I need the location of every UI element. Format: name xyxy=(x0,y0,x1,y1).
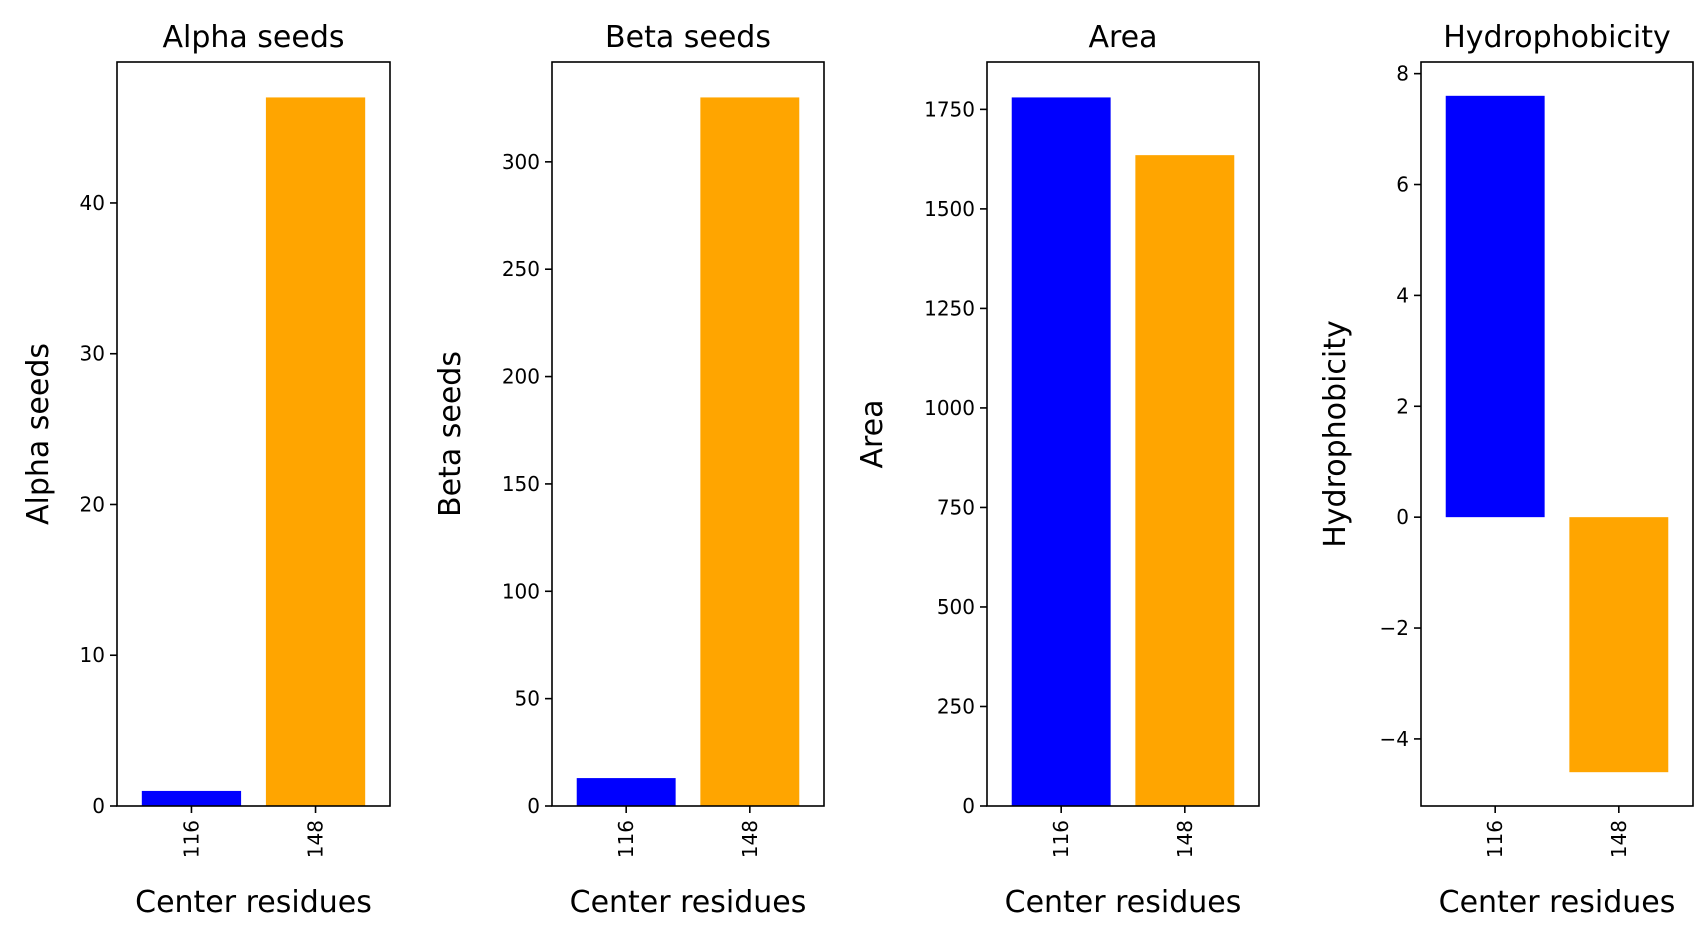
y-tick-label: 2 xyxy=(1396,394,1409,418)
x-axis-label: Center residues xyxy=(570,885,807,920)
chart-title: Alpha seeds xyxy=(162,20,344,55)
x-axis-label: Center residues xyxy=(135,885,372,920)
y-tick-label: 0 xyxy=(527,794,540,818)
x-axis-label: Center residues xyxy=(1439,885,1676,920)
axes-frame xyxy=(1420,61,1694,807)
y-tick-label: 250 xyxy=(937,694,975,718)
y-tick-label: 1000 xyxy=(924,396,975,420)
bar-148 xyxy=(1135,155,1235,806)
chart-title: Area xyxy=(1088,20,1157,55)
y-tick-label: 150 xyxy=(502,472,540,496)
bar-116 xyxy=(141,790,242,806)
y-tick-label: 1750 xyxy=(924,97,975,121)
y-axis-label: Hydrophobicity xyxy=(1318,320,1353,548)
axes-frame xyxy=(116,61,391,807)
y-tick-label: 50 xyxy=(515,687,540,711)
y-tick-label: 300 xyxy=(502,150,540,174)
x-tick-label: 116 xyxy=(1483,820,1507,858)
chart-title: Beta seeds xyxy=(605,20,771,55)
x-tick-label: 148 xyxy=(1607,820,1631,858)
y-tick-label: 4 xyxy=(1396,283,1409,307)
y-tick-label: 20 xyxy=(80,492,105,516)
bar-148 xyxy=(700,97,800,806)
y-tick-label: 10 xyxy=(80,643,105,667)
bar-148 xyxy=(1569,517,1669,773)
y-tick-label: 1250 xyxy=(924,296,975,320)
y-tick-label: 0 xyxy=(92,794,105,818)
y-tick-label: 6 xyxy=(1396,173,1409,197)
y-axis-label: Alpha seeds xyxy=(21,343,56,525)
x-tick-label: 116 xyxy=(614,820,638,858)
y-axis-label: Area xyxy=(855,399,890,468)
bar-116 xyxy=(1011,97,1111,806)
y-tick-label: 0 xyxy=(962,794,975,818)
y-tick-label: 30 xyxy=(80,342,105,366)
bar-116 xyxy=(576,778,676,806)
x-tick-label: 148 xyxy=(304,820,328,858)
y-tick-label: −4 xyxy=(1380,727,1409,751)
chart-panel-1: 0 10 20 30 40 116 148 Alpha seeds Center residue… xyxy=(21,20,391,920)
chart-title: Hydrophobicity xyxy=(1443,20,1671,55)
y-tick-label: 0 xyxy=(1396,505,1409,529)
x-tick-label: 148 xyxy=(738,820,762,858)
y-tick-label: 100 xyxy=(502,579,540,603)
y-tick-label: −2 xyxy=(1380,616,1409,640)
y-tick-label: 500 xyxy=(937,595,975,619)
x-tick-label: 148 xyxy=(1173,820,1197,858)
chart-panel-4: −4 −2 0 2 4 6 8 116 148 Hydrophobicity Center resi… xyxy=(1318,20,1694,920)
bar-116 xyxy=(1445,95,1545,518)
y-tick-label: 200 xyxy=(502,365,540,389)
chart-panel-2: 0 50 100 150 200 250 300 116 148 Beta seeds Center… xyxy=(433,20,825,920)
x-tick-label: 116 xyxy=(1049,820,1073,858)
y-tick-label: 750 xyxy=(937,495,975,519)
chart-panel-3: 0 250 500 750 1000 1250 1500 1750 116 148 Area Cent… xyxy=(855,20,1260,920)
x-axis-label: Center residues xyxy=(1005,885,1242,920)
y-tick-label: 8 xyxy=(1396,62,1409,86)
axes-frame xyxy=(551,61,825,807)
axes-frame xyxy=(986,61,1260,807)
bar-148 xyxy=(265,97,366,806)
y-axis-label: Beta seeds xyxy=(433,351,468,517)
y-tick-label: 1500 xyxy=(924,197,975,221)
y-tick-label: 250 xyxy=(502,257,540,281)
x-tick-label: 116 xyxy=(179,820,203,858)
y-tick-label: 40 xyxy=(80,191,105,215)
